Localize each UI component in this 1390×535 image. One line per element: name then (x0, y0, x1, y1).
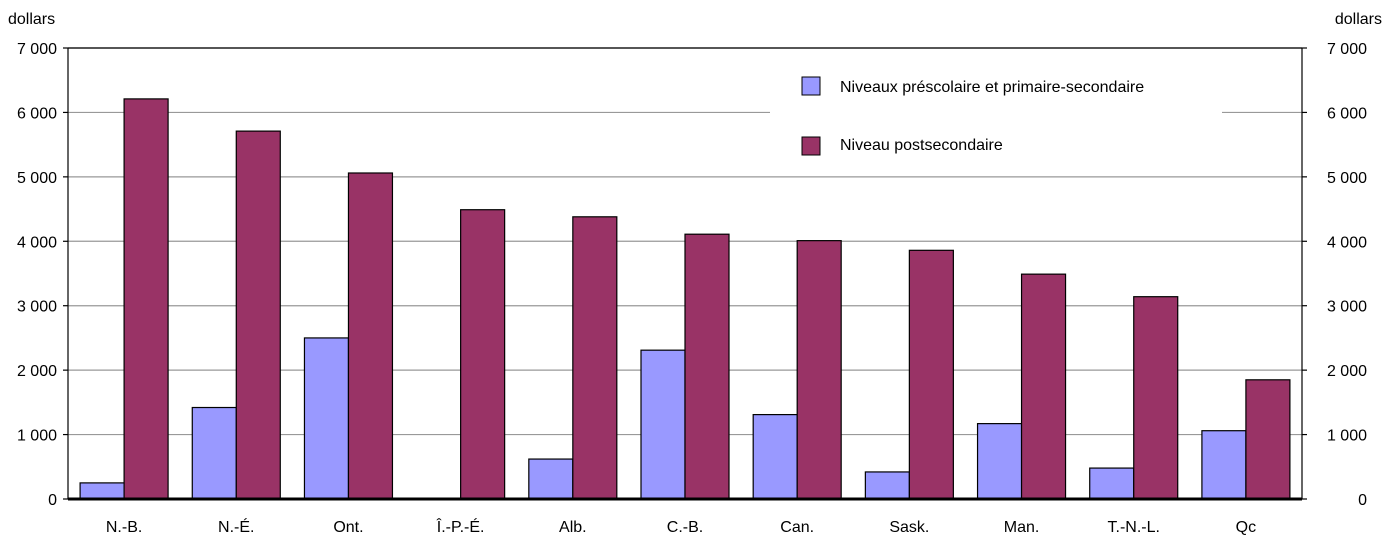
y-tick-label-right: 6 000 (1327, 105, 1367, 122)
y-tick-label-left: 3 000 (17, 299, 57, 316)
bar-postsecondary (908, 249, 954, 500)
bar-primary (303, 337, 350, 500)
legend-swatch-postsecondary (801, 136, 821, 156)
bar-primary (191, 406, 237, 500)
bar-postsecondary (1020, 273, 1067, 500)
axes (63, 47, 1307, 501)
legend-box (770, 65, 1222, 170)
legend: Niveaux préscolaire et primaire-secondai… (770, 65, 1222, 170)
y-tick-label-left: 6 000 (17, 105, 57, 122)
legend-swatch-primary (801, 76, 821, 96)
bar-postsecondary (1245, 379, 1291, 500)
x-tick-label: C.-B. (667, 519, 703, 535)
y-tick-label-right: 1 000 (1327, 428, 1367, 445)
x-tick-label: T.-N.-L. (1108, 519, 1160, 535)
y-tick-label-left: 1 000 (17, 428, 57, 445)
bar-primary (640, 349, 686, 500)
x-tick-label: Man. (1004, 519, 1040, 535)
x-tick-label: Sask. (889, 519, 929, 535)
bar-primary (528, 458, 574, 500)
bar-postsecondary (796, 240, 842, 500)
x-tick-label: N.-B. (106, 519, 142, 535)
x-tick-label: Qc (1236, 519, 1256, 535)
legend-label-primary: Niveaux préscolaire et primaire-secondai… (840, 79, 1144, 96)
y-tick-label-left: 2 000 (17, 363, 57, 380)
x-tick-label: Alb. (559, 519, 587, 535)
y-tick-label-left: 4 000 (17, 234, 57, 251)
x-tick-label: N.-É. (218, 517, 254, 535)
bar-postsecondary (572, 216, 618, 500)
bar-primary (1089, 467, 1135, 500)
y-tick-label-right: 3 000 (1327, 299, 1367, 316)
x-tick-label: Ont. (333, 519, 363, 535)
y-tick-label-right: 7 000 (1327, 41, 1367, 58)
bar-primary (976, 423, 1023, 500)
bar-postsecondary (684, 233, 730, 500)
x-tick-labels: N.-B. N.-É. Ont. Î.-P.-É. Alb. C.-B. Can. Sask.… (106, 517, 1256, 535)
bar-postsecondary (123, 98, 169, 500)
y-tick-label-left: 0 (48, 492, 57, 509)
y-tick-label-left: 5 000 (17, 170, 57, 187)
bar-primary (752, 413, 798, 500)
bar-postsecondary (460, 209, 506, 500)
y-tick-label-left: 7 000 (17, 41, 57, 58)
y-tick-label-right: 4 000 (1327, 234, 1367, 251)
bar-postsecondary (347, 172, 394, 500)
bar-primary (1201, 430, 1247, 500)
bar-primary (864, 471, 910, 500)
legend-label-postsecondary: Niveau postsecondaire (840, 137, 1003, 154)
y-axis-label-right: dollars (1335, 11, 1382, 28)
bar-primary (79, 482, 125, 500)
y-tick-label-right: 2 000 (1327, 363, 1367, 380)
bar-postsecondary (1133, 296, 1179, 500)
y-tick-labels: 0 0 1 000 1 000 2 000 2 000 3 000 3 000 4 000 4 0… (17, 41, 1367, 509)
x-tick-label: Can. (780, 519, 814, 535)
y-tick-label-right: 0 (1358, 492, 1367, 509)
x-tick-label: Î.-P.-É. (436, 517, 485, 535)
y-tick-label-right: 5 000 (1327, 170, 1367, 187)
y-axis-label-left: dollars (8, 11, 55, 28)
bar-postsecondary (235, 130, 281, 500)
